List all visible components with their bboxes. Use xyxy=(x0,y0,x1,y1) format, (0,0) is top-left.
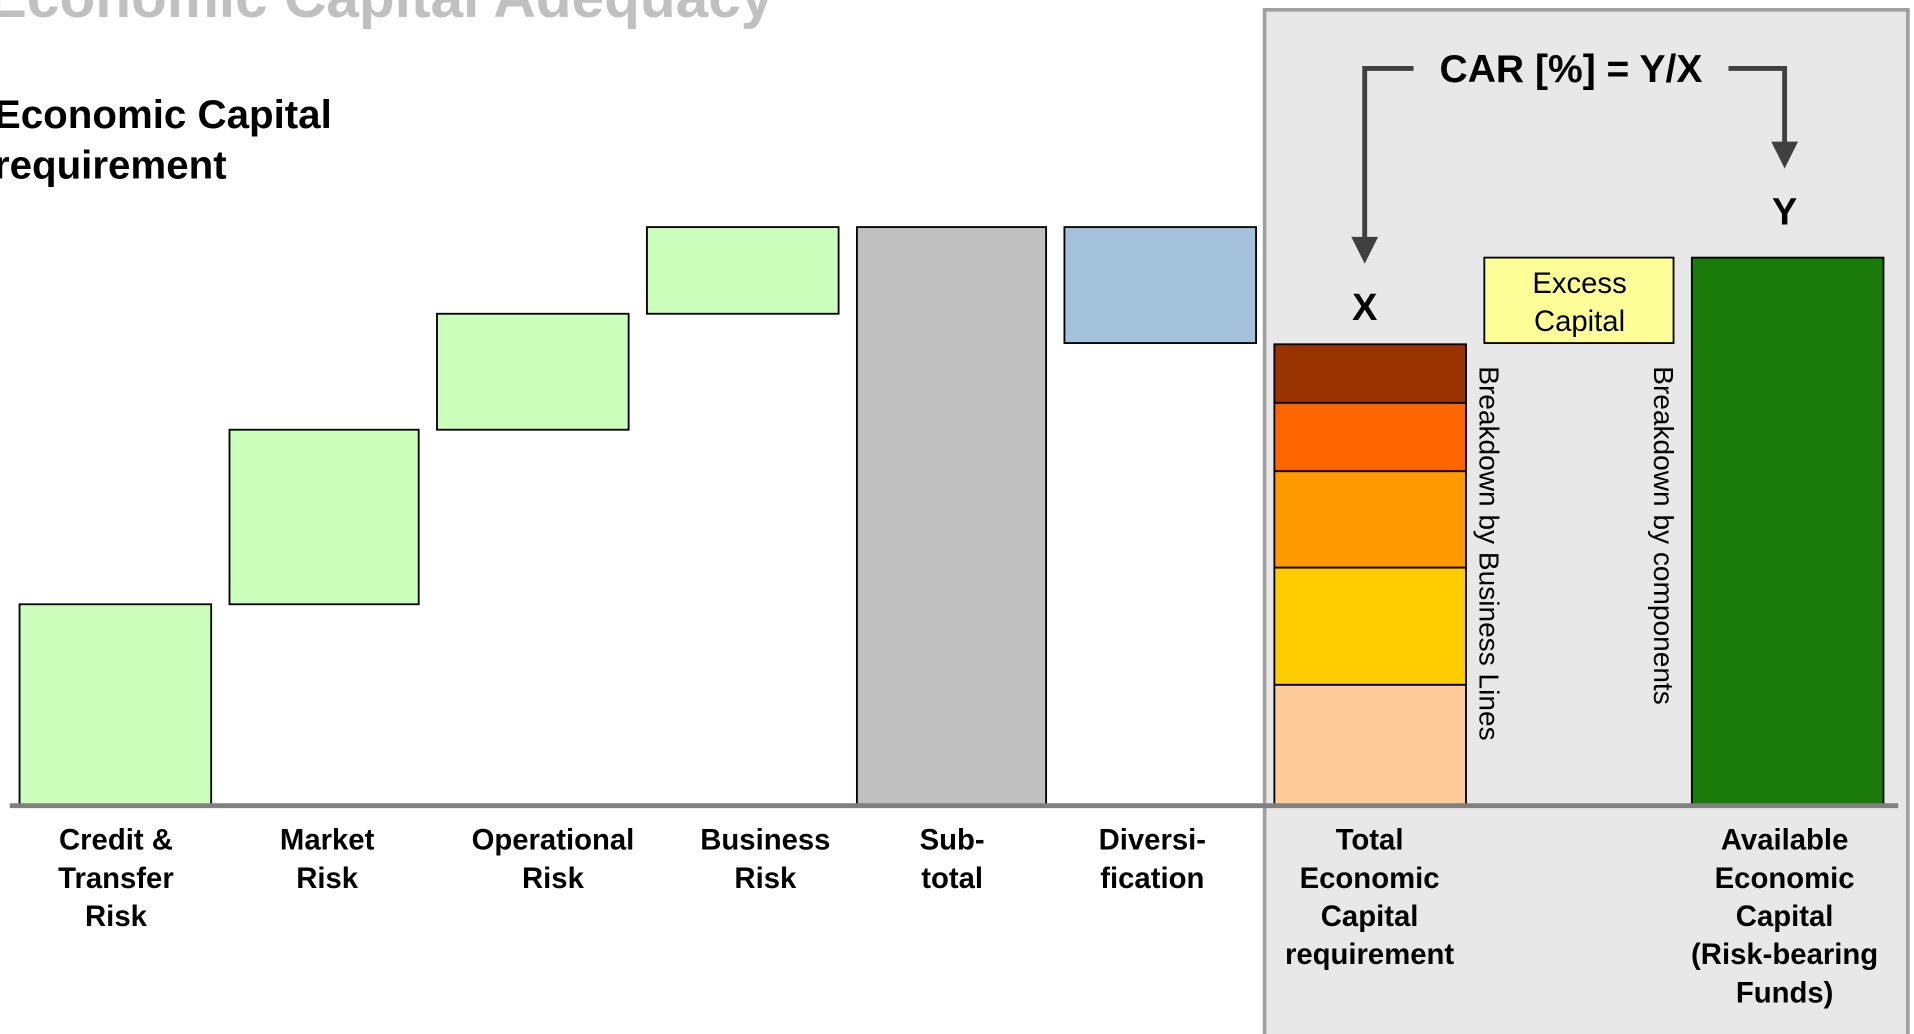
bar xyxy=(436,312,630,431)
category-label: total xyxy=(921,862,983,895)
category-label: Risk xyxy=(522,862,585,895)
category-label: Credit & xyxy=(59,824,173,857)
bar xyxy=(646,226,840,315)
y-label: Y xyxy=(1772,192,1797,234)
x-label: X xyxy=(1352,287,1377,329)
category-label: Risk xyxy=(734,862,797,895)
arrow xyxy=(1362,65,1414,240)
segment xyxy=(1273,683,1467,807)
bar xyxy=(1690,256,1885,807)
category-label: Sub- xyxy=(920,824,985,857)
arrows xyxy=(1362,65,1788,240)
category-label: (Risk-bearing xyxy=(1691,938,1878,971)
category-label: Capital xyxy=(1321,900,1419,933)
category-label: Capital xyxy=(1736,900,1834,933)
category-label: Total xyxy=(1336,824,1404,857)
excess-box xyxy=(1483,256,1675,344)
category-label: Transfer xyxy=(58,862,174,895)
formula: CAR [%] = Y/X xyxy=(1440,48,1703,91)
segment xyxy=(1273,343,1467,404)
arrowhead xyxy=(1771,141,1799,169)
segment xyxy=(1273,566,1467,686)
category-label: Risk xyxy=(296,862,359,895)
title: Economic Capital Adequacy xyxy=(0,0,774,30)
bars xyxy=(18,226,1885,807)
arrow xyxy=(1728,65,1788,145)
category-label: Funds) xyxy=(1736,976,1834,1009)
bar xyxy=(18,603,213,807)
arrowhead xyxy=(1351,236,1379,264)
excess-label: Excess xyxy=(1532,267,1626,300)
category-label: fication xyxy=(1100,862,1204,895)
category-label: Risk xyxy=(85,900,148,933)
category-label: Business xyxy=(700,824,830,857)
category-label: Available xyxy=(1721,824,1849,857)
subtitle: requirement xyxy=(0,142,227,187)
category-label: Market xyxy=(280,824,375,857)
bar xyxy=(1063,226,1257,344)
category-label: requirement xyxy=(1285,938,1454,971)
segment xyxy=(1273,470,1467,569)
excess-label: Capital xyxy=(1534,305,1625,338)
bar xyxy=(855,226,1048,807)
segment xyxy=(1273,401,1467,473)
category-label: Economic xyxy=(1715,862,1855,895)
subtitle: Economic Capital xyxy=(0,92,332,137)
category-label: Operational xyxy=(472,824,635,857)
rotated-label: Breakdown by components xyxy=(1648,366,1679,705)
category-label: Diversi- xyxy=(1099,824,1206,857)
category-label: Economic xyxy=(1300,862,1440,895)
bar xyxy=(228,428,420,606)
rotated-label: Breakdown by Business Lines xyxy=(1473,366,1504,740)
